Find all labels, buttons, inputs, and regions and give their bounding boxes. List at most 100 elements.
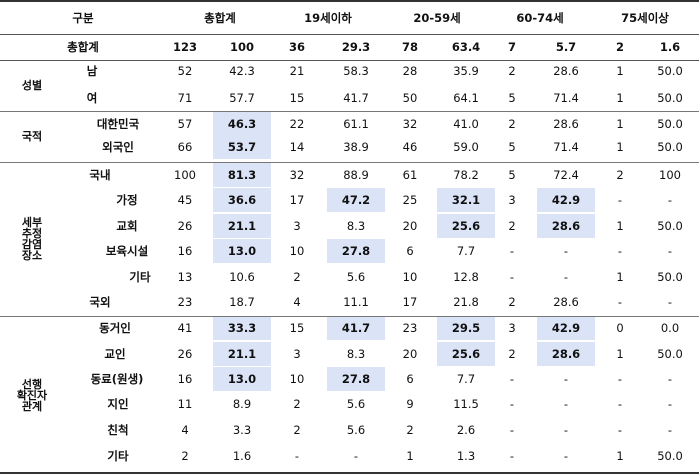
table-cell: 25 [402, 193, 418, 207]
table-cell: 8.3 [346, 219, 366, 233]
table-cell: 71.4 [553, 140, 579, 154]
table-cell: 11.5 [453, 397, 479, 411]
table-cell: 61.1 [343, 117, 369, 131]
table-cell: 3.3 [232, 423, 252, 437]
highlight-cell [213, 316, 271, 340]
table-cell: 23 [177, 295, 193, 309]
highlight-cell [537, 316, 595, 340]
table-cell: 9 [406, 397, 414, 411]
row-label: 지인 [107, 397, 129, 411]
row-label: 남 [86, 64, 98, 78]
table-cell: 71 [177, 91, 193, 105]
highlight-cell [437, 188, 495, 212]
table-cell: - [294, 449, 300, 463]
total-value: 36 [288, 40, 306, 54]
table-cell: 1 [616, 449, 624, 463]
table-cell: 10 [402, 270, 418, 284]
row-label: 국내 [89, 168, 111, 182]
column-group-header: 총합계 [204, 11, 236, 25]
highlight-cell [213, 367, 271, 391]
highlight-cell [213, 342, 271, 366]
table-cell: - [667, 397, 673, 411]
table-cell: 50 [402, 91, 418, 105]
table-cell: 18.7 [229, 295, 255, 309]
row-label: 기타 [129, 270, 151, 284]
table-cell: 0 [616, 321, 624, 335]
table-cell: 53.7 [227, 140, 257, 154]
table-cell: 28 [402, 64, 418, 78]
highlight-cell [437, 316, 495, 340]
row-label: 동거인 [99, 321, 131, 335]
table-cell: 61 [402, 168, 418, 182]
table-cell: 41.0 [453, 117, 479, 131]
table-cell: 7.7 [456, 244, 476, 258]
column-group-header: 19세이하 [304, 11, 352, 25]
table-cell: 50.0 [657, 64, 683, 78]
total-value: 123 [172, 40, 198, 54]
row-label: 여 [86, 91, 98, 105]
table-cell: - [617, 193, 623, 207]
table-cell: 81.3 [227, 168, 257, 182]
table-cell: - [509, 423, 515, 437]
highlight-cell [537, 342, 595, 366]
table-cell: 41.7 [343, 91, 369, 105]
table-cell: - [667, 193, 673, 207]
section-rule [0, 111, 699, 112]
table-cell: - [667, 372, 673, 386]
table-cell: 32 [402, 117, 418, 131]
table-cell: 35.9 [453, 64, 479, 78]
total-value: 1.6 [659, 40, 681, 54]
highlight-cell [327, 316, 385, 340]
table-cell: 88.9 [343, 168, 369, 182]
table-cell: 2 [508, 295, 516, 309]
highlight-cell [213, 163, 271, 187]
table-cell: 21.1 [227, 219, 257, 233]
row-label: 가정 [116, 193, 138, 207]
table-cell: 57 [177, 117, 193, 131]
table-cell: 12.8 [453, 270, 479, 284]
table-cell: - [667, 423, 673, 437]
table-cell: 100 [659, 168, 681, 182]
row-label: 교회 [116, 219, 138, 233]
table-cell: - [509, 449, 515, 463]
table-cell: 32 [289, 168, 305, 182]
table-cell: - [667, 295, 673, 309]
row-label: 보육시설 [105, 244, 149, 258]
section-label: 선행 확진자 관계 [16, 377, 48, 413]
table-cell: 17 [402, 295, 418, 309]
table-cell: - [617, 397, 623, 411]
table-cell: 14 [289, 140, 305, 154]
column-group-header: 60-74세 [516, 11, 564, 25]
total-value: 100 [229, 40, 255, 54]
table-cell: 5.6 [346, 423, 366, 437]
table-cell: 23 [402, 321, 418, 335]
table-cell: 1.6 [232, 449, 252, 463]
table-cell: 64.1 [453, 91, 479, 105]
table-cell: 27.8 [341, 244, 371, 258]
highlight-cell [213, 214, 271, 238]
highlight-cell [327, 188, 385, 212]
table-cell: 7.7 [456, 372, 476, 386]
highlight-cell [213, 239, 271, 263]
table-cell: - [563, 372, 569, 386]
table-cell: 10.6 [229, 270, 255, 284]
total-rule [0, 60, 699, 61]
total-value: 63.4 [451, 40, 481, 54]
table-cell: - [617, 423, 623, 437]
table-cell: 21 [289, 64, 305, 78]
table-cell: 5 [508, 91, 516, 105]
table-cell: 21.1 [227, 347, 257, 361]
table-cell: 20 [402, 219, 418, 233]
table-cell: 2 [293, 397, 301, 411]
table-cell: 5 [508, 168, 516, 182]
highlight-cell [437, 214, 495, 238]
row-label: 동료(원생) [90, 372, 144, 386]
table-cell: 46.3 [227, 117, 257, 131]
section-rule [0, 162, 699, 163]
table-cell: - [617, 244, 623, 258]
table-cell: 72.4 [553, 168, 579, 182]
table-cell: 15 [289, 321, 305, 335]
table-cell: - [563, 423, 569, 437]
table-cell: 0.0 [660, 321, 680, 335]
table-cell: 50.0 [657, 449, 683, 463]
